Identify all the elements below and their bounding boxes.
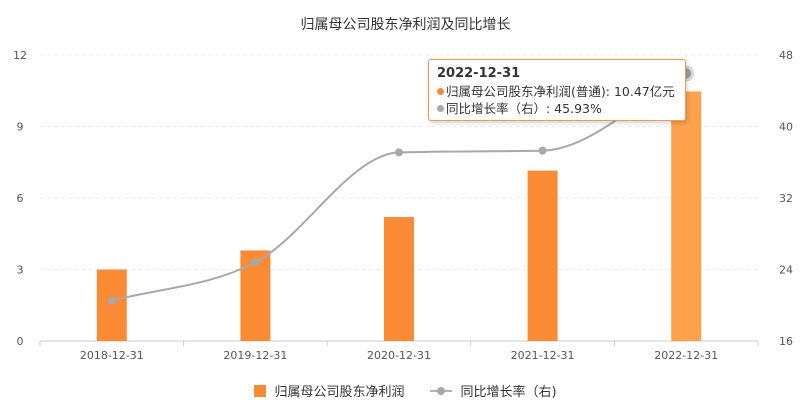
growth-rate-point [395, 148, 403, 157]
tooltip-row-bar: 归属母公司股东净利润(普通): 10.47亿元 [437, 83, 677, 100]
x-tick-label: 2018-12-31 [80, 349, 144, 362]
growth-rate-point [251, 258, 260, 267]
tooltip-bar-dot-icon [437, 88, 444, 95]
x-tick-label: 2022-12-31 [654, 349, 718, 362]
legend-bar-swatch-icon [254, 384, 267, 397]
legend-line-swatch-icon [430, 385, 453, 397]
tooltip-line-text: 同比增长率（右）: 45.93% [446, 101, 602, 116]
y-right-tick-label: 32 [779, 192, 793, 205]
tooltip-row-line: 同比增长率（右）: 45.93% [437, 100, 677, 117]
y-left-tick-label: 9 [17, 121, 24, 134]
y-left-tick-label: 0 [17, 335, 24, 348]
x-tick-label: 2021-12-31 [511, 349, 575, 362]
bar-net-profit [527, 170, 558, 341]
y-left-tick-label: 3 [17, 264, 24, 277]
bar-net-profit [384, 217, 414, 341]
legend-bar-label: 归属母公司股东净利润 [274, 385, 405, 400]
growth-rate-point [107, 296, 116, 305]
tooltip-line-dot-icon [437, 105, 444, 112]
y-right-tick-label: 16 [779, 335, 793, 348]
y-right-tick-label: 48 [779, 49, 793, 62]
y-right-tick-label: 24 [779, 264, 793, 277]
legend-item-bar[interactable]: 归属母公司股东净利润 [254, 381, 404, 400]
legend-line-label: 同比增长率（右) [460, 385, 557, 400]
tooltip-bar-text: 归属母公司股东净利润(普通): 10.47亿元 [446, 84, 675, 99]
chart-tooltip: 2022-12-31 归属母公司股东净利润(普通): 10.47亿元 同比增长率… [428, 59, 686, 121]
bar-net-profit [96, 269, 127, 341]
x-tick-label: 2020-12-31 [367, 349, 431, 362]
growth-rate-point [538, 146, 547, 155]
chart-legend: 归属母公司股东净利润 同比增长率（右) [0, 381, 811, 400]
tooltip-date: 2022-12-31 [437, 66, 521, 81]
chart-title: 归属母公司股东净利润及同比增长 [300, 17, 511, 33]
y-right-tick-label: 40 [779, 121, 793, 134]
y-left-tick-label: 12 [13, 49, 27, 62]
y-left-tick-label: 6 [17, 192, 24, 205]
legend-item-line[interactable]: 同比增长率（右) [430, 381, 557, 400]
bar-net-profit [671, 91, 702, 341]
x-tick-label: 2019-12-31 [223, 349, 287, 362]
